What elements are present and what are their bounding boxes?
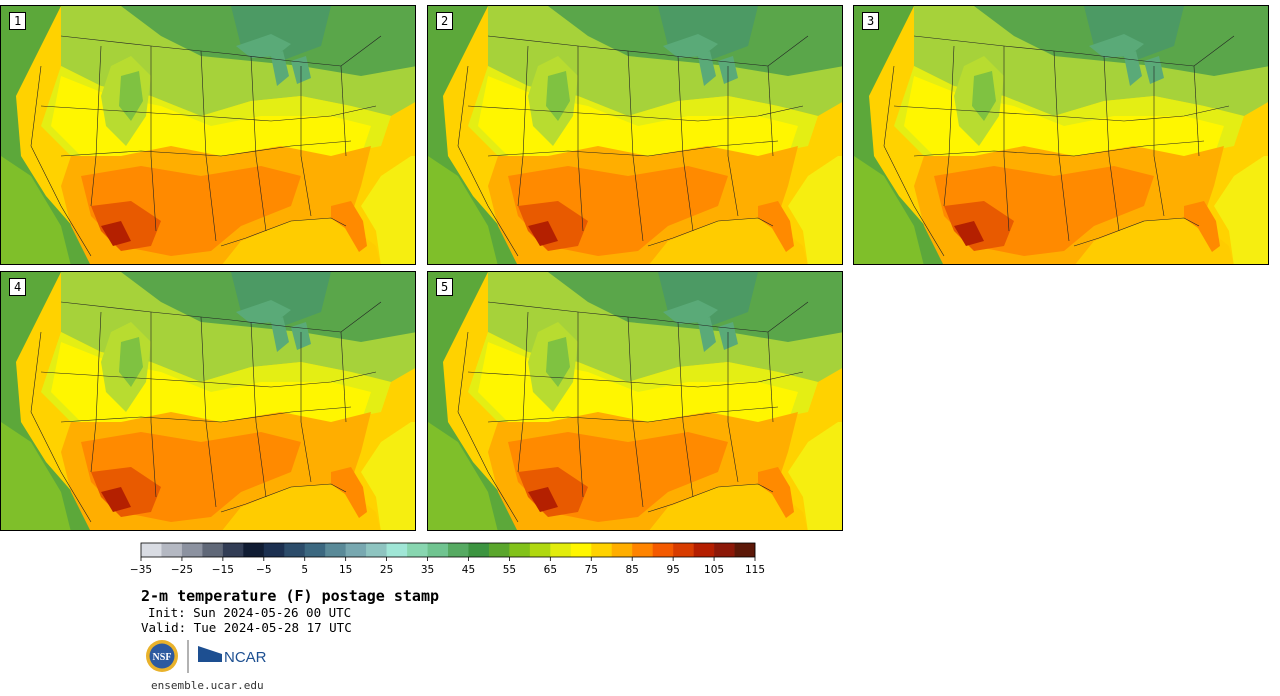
colorbar-swatch [243, 543, 265, 557]
temperature-map [1, 272, 415, 530]
nsf-logo: NSF [146, 640, 178, 672]
colorbar-tick-label: −25 [171, 564, 193, 576]
colorbar-swatch [468, 543, 490, 557]
colorbar-swatch [529, 543, 551, 557]
colorbar-swatch [652, 543, 674, 557]
temperature-map [428, 6, 842, 264]
colorbar-frame [140, 542, 756, 558]
colorbar-swatch [366, 543, 387, 557]
colorbar-swatch [693, 543, 715, 557]
colorbar-swatch [202, 543, 224, 557]
valid-time: Valid: Tue 2024-05-28 17 UTC [141, 620, 352, 635]
colorbar-swatch [734, 543, 756, 557]
colorbar-tick-label: −35 [130, 564, 152, 576]
colorbar-swatch [263, 543, 285, 557]
colorbar-swatch [611, 543, 633, 557]
nsf-logo-text: NSF [153, 652, 172, 663]
colorbar-swatch [284, 543, 306, 557]
colorbar-swatch [550, 543, 572, 557]
colorbar-tick-label: 55 [503, 564, 516, 576]
colorbar-swatch [427, 543, 449, 557]
panel-label: 1 [9, 12, 27, 30]
colorbar-swatch [325, 543, 346, 557]
product-title: 2-m temperature (F) postage stamp [141, 587, 440, 605]
colorbar-swatch [673, 543, 694, 557]
colorbar-tick-label: 15 [339, 564, 352, 576]
colorbar-swatch [407, 543, 428, 557]
colorbar-swatch [448, 543, 469, 557]
ensemble-member-panel-1: 1 [0, 5, 416, 265]
colorbar-tick-label: −15 [212, 564, 234, 576]
temperature-map [1, 6, 415, 264]
ncar-logo: NCAR [198, 646, 267, 666]
ensemble-member-panel-5: 5 [427, 271, 843, 531]
panel-label: 5 [436, 278, 454, 296]
colorbar-swatch [570, 543, 592, 557]
colorbar-tick-label: 75 [585, 564, 598, 576]
colorbar-swatch [304, 543, 326, 557]
sponsor-logos: NSF NCAR [146, 640, 267, 673]
colorbar-tick-label: 105 [704, 564, 724, 576]
colorbar-tick-label: 95 [666, 564, 679, 576]
colorbar-swatch [222, 543, 244, 557]
ncar-logo-text: NCAR [224, 649, 267, 666]
ensemble-member-panel-2: 2 [427, 5, 843, 265]
ensemble-member-panel-3: 3 [853, 5, 1269, 265]
init-time: Init: Sun 2024-05-26 00 UTC [148, 605, 352, 620]
temperature-map [428, 272, 842, 530]
colorbar-swatch [181, 543, 203, 557]
source-url: ensemble.ucar.edu [151, 679, 264, 692]
colorbar-tick-label: 35 [421, 564, 434, 576]
colorbar-tick-label: 85 [626, 564, 639, 576]
panel-label: 4 [9, 278, 27, 296]
colorbar-tick-label: 65 [544, 564, 557, 576]
colorbar-swatch [632, 543, 653, 557]
colorbar-swatch [386, 543, 408, 557]
panel-label: 3 [862, 12, 880, 30]
colorbar-swatch [714, 543, 735, 557]
colorbar-swatch [591, 543, 613, 557]
colorbar-swatch [488, 543, 510, 557]
colorbar-tick-label: 5 [301, 564, 308, 576]
colorbar-swatch [345, 543, 367, 557]
colorbar-tick-label: 115 [745, 564, 765, 576]
colorbar-swatch [141, 543, 162, 557]
temperature-map [854, 6, 1268, 264]
colorbar-swatch [161, 543, 183, 557]
panel-label: 2 [436, 12, 454, 30]
colorbar-swatch [509, 543, 531, 557]
colorbar-tick-label: −5 [256, 564, 271, 576]
colorbar-tick-label: 45 [462, 564, 475, 576]
colorbar-tick-label: 25 [380, 564, 393, 576]
ensemble-member-panel-4: 4 [0, 271, 416, 531]
temperature-colorbar: −35 −25 −15 −5 5 15 25 35 45 55 65 75 85 95 105 115 [130, 542, 765, 576]
